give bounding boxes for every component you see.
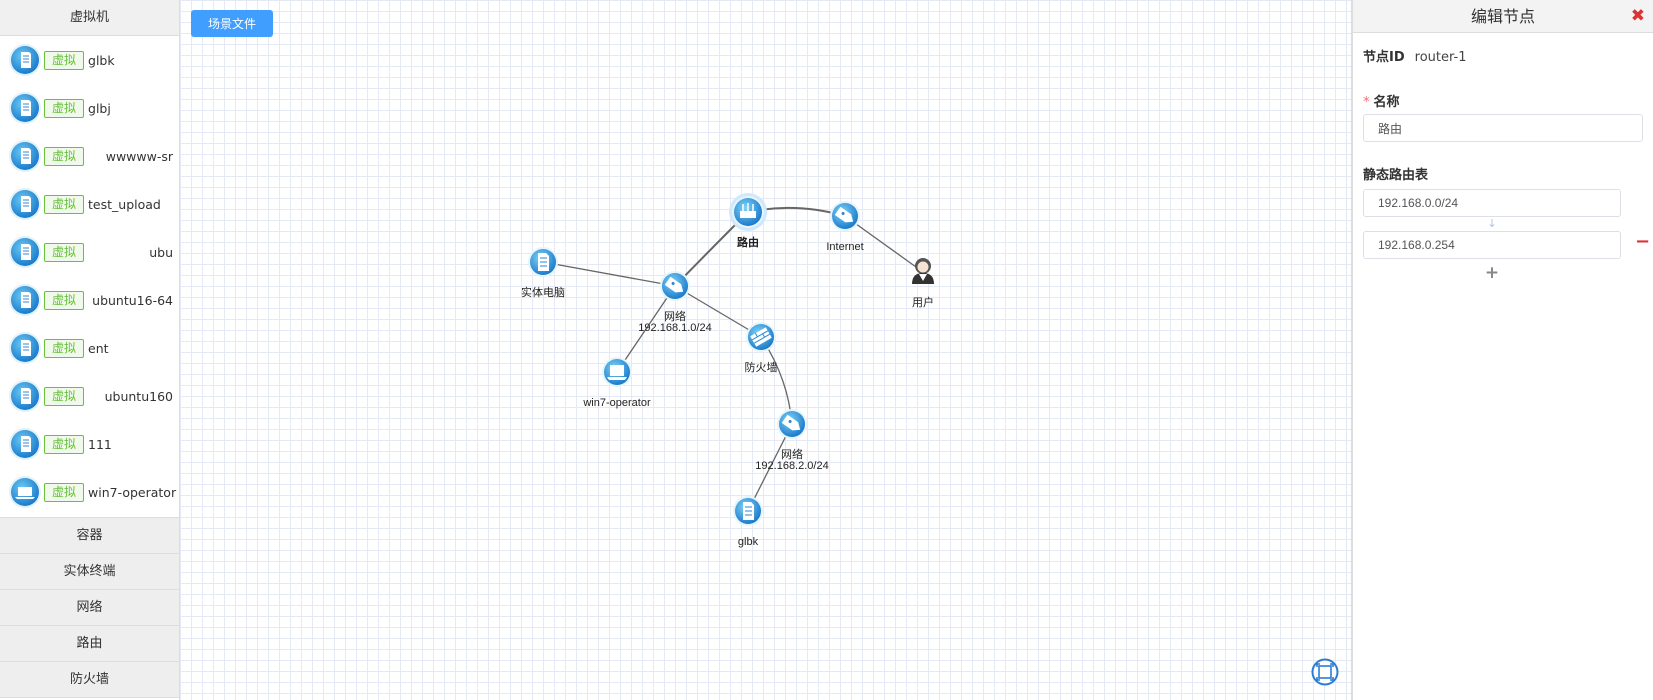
- vm-list-item[interactable]: 虚拟 ent: [0, 324, 179, 372]
- virtual-tag: 虚拟: [44, 50, 85, 70]
- name-input[interactable]: [1363, 114, 1643, 142]
- route-gateway-input[interactable]: [1363, 231, 1621, 259]
- node-label: win7-operator: [582, 397, 651, 409]
- topology-link[interactable]: [747, 423, 793, 512]
- remove-route-icon[interactable]: −: [1635, 231, 1651, 252]
- topology-node-glbk[interactable]: [733, 496, 763, 526]
- node-label: 网络: [664, 309, 686, 323]
- accordion-vm-header[interactable]: 虚拟机: [0, 0, 179, 36]
- name-label-wrap: * 名称: [1363, 91, 1643, 110]
- server-icon: [8, 427, 42, 461]
- device-sidebar: 虚拟机 虚拟 glbk 虚拟 glbj 虚拟 wwwww-sr 虚拟 test_upload 虚…: [0, 0, 180, 700]
- topology-node-win7[interactable]: [602, 357, 632, 387]
- static-routes-label: 静态路由表: [1363, 168, 1429, 183]
- route-rows: ↓ −: [1363, 189, 1650, 259]
- vm-list-item[interactable]: 虚拟 test_upload: [0, 180, 179, 228]
- virtual-tag: 虚拟: [44, 386, 85, 406]
- node-label: glbk: [738, 536, 759, 548]
- panel-header: 编辑节点 ✖: [1353, 0, 1653, 33]
- accordion-category-header[interactable]: 防火墙: [0, 662, 179, 698]
- vm-name: ubu: [149, 244, 173, 260]
- vm-list-item[interactable]: 虚拟 glbk: [0, 36, 179, 84]
- node-subnet-label: 192.168.1.0/24: [638, 322, 711, 334]
- category-accordion: 容器 实体终端 网络 路由 防火墙: [0, 518, 179, 698]
- close-icon[interactable]: ✖: [1630, 6, 1645, 26]
- scene-file-button[interactable]: 场景文件: [191, 10, 274, 37]
- vm-name: ubuntu16-64: [92, 292, 173, 308]
- virtual-tag: 虚拟: [44, 290, 85, 310]
- topology-node-firewall[interactable]: [746, 322, 776, 352]
- server-icon: [8, 235, 42, 269]
- topology-link[interactable]: [844, 215, 924, 273]
- edit-node-panel: 编辑节点 ✖ 节点ID router-1 *名称 静态路由表 ↓ − +: [1352, 0, 1653, 700]
- node-label: 实体电脑: [521, 285, 565, 299]
- add-route-icon[interactable]: +: [1484, 263, 1500, 283]
- accordion-category-header[interactable]: 网络: [0, 590, 179, 626]
- vm-list-item[interactable]: 虚拟 wwwww-sr: [0, 132, 179, 180]
- panel-title: 编辑节点: [1470, 7, 1535, 26]
- topology-node-router[interactable]: [729, 193, 767, 231]
- required-mark: *: [1363, 95, 1370, 110]
- vm-list-item[interactable]: 虚拟 ubu: [0, 228, 179, 276]
- topology-link[interactable]: [616, 285, 676, 373]
- server-icon: [8, 91, 42, 125]
- accordion-category-header[interactable]: 实体终端: [0, 554, 179, 590]
- topology-link[interactable]: [542, 261, 676, 287]
- node-id-value: router-1: [1414, 50, 1467, 65]
- topology-graph[interactable]: 路由 Internet用户实体电脑网络192.168.1.0/24防火墙win7-…: [180, 0, 1352, 700]
- virtual-tag: 虚拟: [44, 482, 85, 502]
- vm-list: 虚拟 glbk 虚拟 glbj 虚拟 wwwww-sr 虚拟 test_upload 虚拟 ubu…: [0, 36, 179, 518]
- node-subnet-label: 192.168.2.0/24: [755, 460, 828, 472]
- vm-name: glbk: [88, 52, 115, 68]
- vm-list-item[interactable]: 虚拟 111: [0, 420, 179, 468]
- topology-node-user[interactable]: [912, 258, 934, 284]
- vm-list-item[interactable]: 虚拟 glbj: [0, 84, 179, 132]
- node-label: 用户: [912, 295, 934, 309]
- vm-name: 111: [88, 436, 112, 452]
- vm-name: wwwww-sr: [105, 148, 173, 164]
- node-label: 防火墙: [745, 360, 778, 374]
- virtual-tag: 虚拟: [44, 194, 85, 214]
- server-icon: [8, 283, 42, 317]
- vm-name: test_upload: [88, 196, 161, 212]
- vm-list-item[interactable]: 虚拟 ubuntu160: [0, 372, 179, 420]
- accordion-category-header[interactable]: 路由: [0, 626, 179, 662]
- server-icon: [8, 139, 42, 173]
- topology-canvas[interactable]: 场景文件 路由 Internet 用户 实体电脑 网络 192.168.1.0/24 防火墙…: [180, 0, 1352, 700]
- virtual-tag: 虚拟: [44, 242, 85, 262]
- vm-list-item[interactable]: 虚拟 win7-operator: [0, 468, 179, 516]
- static-routes-section: 静态路由表 ↓ − +: [1353, 164, 1653, 283]
- topology-node-net2[interactable]: [777, 409, 807, 439]
- vm-list-item[interactable]: 虚拟 ubuntu16-64: [0, 276, 179, 324]
- route-destination-input[interactable]: [1363, 189, 1621, 217]
- route-arrow-icon: ↓: [1487, 217, 1497, 230]
- server-icon: [8, 379, 42, 413]
- node-label: 路由: [737, 235, 759, 249]
- name-field-row: * 名称: [1353, 91, 1653, 142]
- node-id-row: 节点ID router-1: [1353, 46, 1653, 65]
- virtual-tag: 虚拟: [44, 434, 85, 454]
- server-icon: [8, 187, 42, 221]
- node-label: 网络: [781, 447, 803, 461]
- laptop-icon: [8, 475, 42, 509]
- server-icon: [8, 331, 42, 365]
- topology-node-net1[interactable]: [660, 271, 690, 301]
- node-id-label: 节点ID: [1363, 50, 1405, 65]
- virtual-tag: 虚拟: [44, 98, 85, 118]
- vm-name: ent: [88, 340, 109, 356]
- topology-node-pc[interactable]: [528, 247, 558, 277]
- node-label: Internet: [826, 241, 863, 253]
- name-label: 名称: [1373, 95, 1400, 110]
- topology-node-internet[interactable]: [830, 201, 860, 231]
- fit-view-icon[interactable]: [1311, 658, 1339, 686]
- accordion-category-header[interactable]: 容器: [0, 518, 179, 554]
- vm-name: ubuntu160: [104, 388, 173, 404]
- server-icon: [8, 43, 42, 77]
- vm-name: win7-operator: [88, 484, 177, 500]
- virtual-tag: 虚拟: [44, 338, 85, 358]
- virtual-tag: 虚拟: [44, 146, 85, 166]
- topology-link[interactable]: [674, 285, 762, 338]
- vm-name: glbj: [88, 100, 111, 116]
